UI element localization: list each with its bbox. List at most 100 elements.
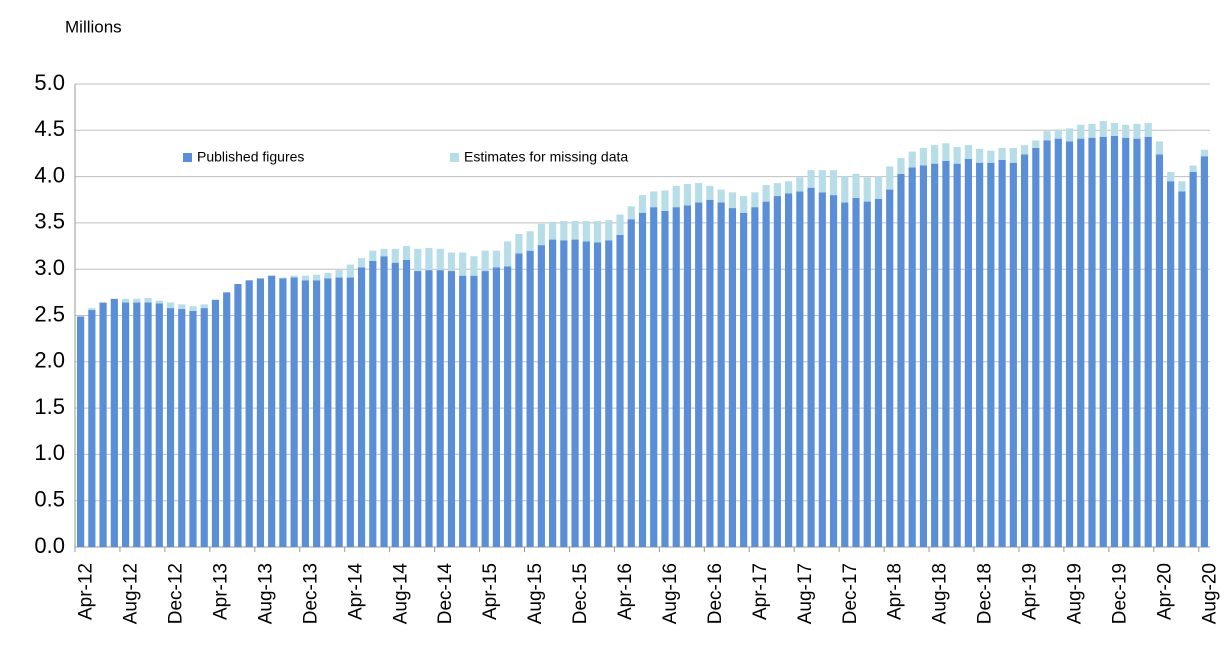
bar-segment xyxy=(886,166,894,190)
bar-segment xyxy=(470,256,478,276)
bar-segment xyxy=(88,308,96,310)
bar-segment xyxy=(953,163,961,548)
x-tick-label: Apr-15 xyxy=(480,563,501,620)
x-tick-label: Aug-12 xyxy=(121,563,142,624)
bar-segment xyxy=(784,193,793,547)
bar-segment xyxy=(211,299,220,547)
bar-segment xyxy=(616,214,624,235)
bar-segment xyxy=(380,248,388,257)
x-tick-label: Apr-12 xyxy=(76,563,97,620)
bar-segment xyxy=(616,234,624,548)
bar-segment xyxy=(301,275,309,281)
bar-segment xyxy=(144,302,152,547)
bar-segment xyxy=(99,302,107,547)
y-tick-label: 3.0 xyxy=(34,255,65,280)
bar-segment xyxy=(560,240,568,547)
bar-segment xyxy=(852,197,860,547)
bar-segment xyxy=(1032,140,1040,148)
bar-segment xyxy=(728,192,736,209)
bar-segment xyxy=(1133,138,1141,547)
bar-segment xyxy=(1155,141,1164,155)
bar-segment xyxy=(919,147,928,166)
bar-segment xyxy=(1020,154,1029,547)
bar-segment xyxy=(1110,135,1119,547)
x-tick-label: Dec-15 xyxy=(570,563,591,624)
bar-segment xyxy=(841,176,849,203)
bar-segment xyxy=(796,191,804,547)
bar-segment xyxy=(166,308,175,547)
bar-segment xyxy=(245,280,253,547)
bar-segment xyxy=(1122,124,1130,138)
bar-segment xyxy=(335,270,343,278)
bar-segment xyxy=(571,221,579,240)
bar-segment xyxy=(1054,129,1062,139)
bar-segment xyxy=(481,250,489,272)
bar-segment xyxy=(155,303,163,547)
bar-segment xyxy=(897,158,905,174)
bar-segment xyxy=(470,275,478,547)
bar-segment xyxy=(807,187,815,547)
bar-segment xyxy=(189,306,197,311)
bar-segment xyxy=(683,184,692,206)
x-tick-label: Dec-12 xyxy=(166,563,187,624)
bar-segment xyxy=(324,272,332,279)
bar-segment xyxy=(874,198,883,547)
bar-segment xyxy=(841,202,849,547)
bar-segment xyxy=(773,183,781,197)
bar-segment xyxy=(1189,165,1197,172)
bar-segment xyxy=(672,207,680,547)
bar-segment xyxy=(234,284,242,547)
x-tick-label: Apr-20 xyxy=(1154,563,1175,620)
legend-swatch xyxy=(183,153,192,162)
bar-segment xyxy=(1200,149,1208,157)
bar-segment xyxy=(751,192,759,208)
x-tick-label: Apr-13 xyxy=(210,563,231,620)
y-tick-label: 4.5 xyxy=(34,116,65,141)
bar-segment xyxy=(976,148,984,163)
bar-segment xyxy=(459,275,467,547)
bar-segment xyxy=(324,278,332,547)
bar-segment xyxy=(414,248,422,272)
bar-segment xyxy=(492,250,501,268)
bar-segment xyxy=(987,162,995,547)
bar-segment xyxy=(391,262,399,547)
bar-segment xyxy=(650,207,658,547)
bar-segment xyxy=(402,259,411,547)
bar-segment xyxy=(919,165,928,547)
bar-segment xyxy=(751,207,759,547)
bar-segment xyxy=(605,240,613,547)
bar-segment xyxy=(650,191,658,208)
bar-segment xyxy=(661,190,669,211)
bar-segment xyxy=(1077,138,1085,547)
bar-segment xyxy=(447,271,456,547)
bar-segment xyxy=(301,280,309,547)
bar-segment xyxy=(481,271,489,547)
x-tick-label: Apr-17 xyxy=(750,563,771,620)
bar-segment xyxy=(1065,128,1074,142)
x-tick-label: Aug-14 xyxy=(390,563,411,625)
bar-segment xyxy=(515,234,523,254)
bar-segment xyxy=(829,170,838,196)
bar-segment xyxy=(290,277,298,547)
bar-segment xyxy=(77,316,85,547)
bar-segment xyxy=(515,253,523,547)
bar-segment xyxy=(593,242,602,547)
bar-segment xyxy=(380,256,388,547)
bar-segment xyxy=(279,277,287,279)
bar-segment xyxy=(166,302,175,309)
bar-segment xyxy=(582,241,590,548)
bar-segment xyxy=(459,252,467,276)
bar-segment xyxy=(672,185,680,208)
x-tick-label: Aug-18 xyxy=(930,563,951,624)
bar-segment xyxy=(773,196,781,547)
bar-segment xyxy=(908,151,916,168)
bar-segment xyxy=(818,192,826,548)
x-tick-label: Apr-16 xyxy=(615,563,636,620)
x-tick-label: Dec-14 xyxy=(435,563,456,625)
x-tick-label: Dec-13 xyxy=(300,563,321,624)
bar-segment xyxy=(290,275,298,278)
bar-segment xyxy=(1144,122,1152,137)
bar-segment xyxy=(661,210,669,547)
bar-segment xyxy=(1099,121,1107,137)
bar-segment xyxy=(1043,140,1051,547)
